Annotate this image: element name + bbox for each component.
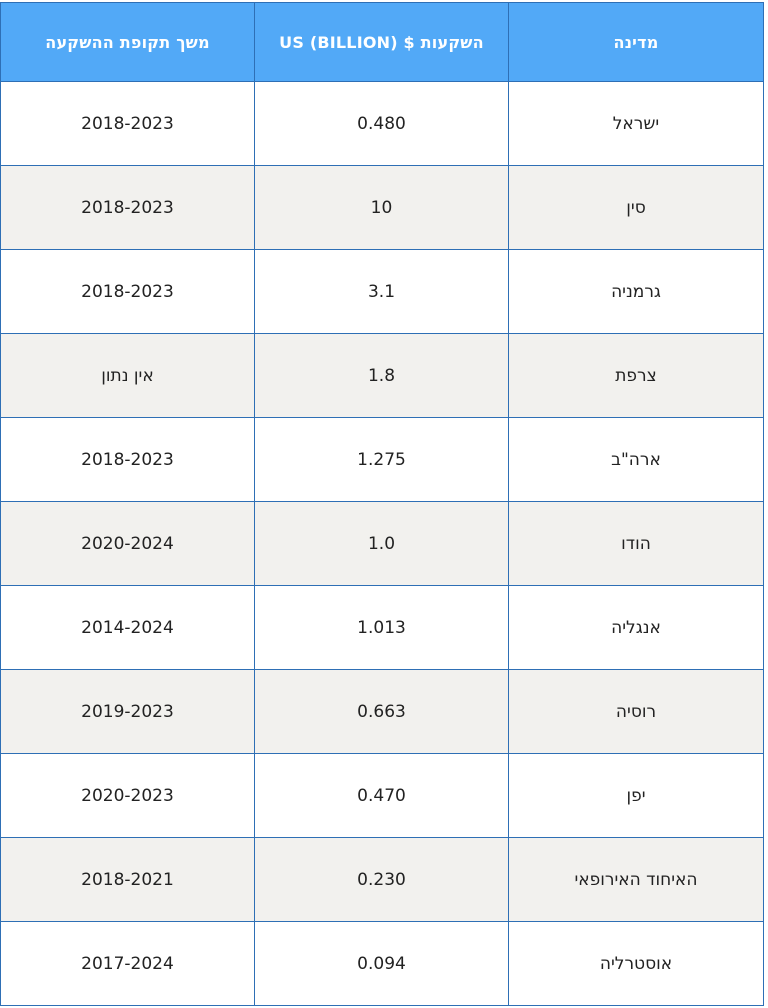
cell-country: ארה"ב — [508, 417, 764, 502]
header-country: מדינה — [508, 2, 764, 82]
cell-period: 2020-2023 — [0, 753, 255, 838]
cell-period: 2019-2023 — [0, 669, 255, 754]
cell-investment: 0.480 — [254, 81, 509, 166]
table-row: 2018-2023 1.275 ארה"ב — [0, 417, 764, 502]
cell-country: האיחוד האירופאי — [508, 837, 764, 922]
cell-country: סין — [508, 165, 764, 250]
cell-investment: 1.275 — [254, 417, 509, 502]
header-investment: השקעות $ US (BILLION) — [254, 2, 509, 82]
cell-period: 2020-2024 — [0, 501, 255, 586]
table-row: 2018-2021 0.230 האיחוד האירופאי — [0, 837, 764, 922]
cell-period: 2018-2023 — [0, 81, 255, 166]
cell-investment: 10 — [254, 165, 509, 250]
cell-investment: 1.8 — [254, 333, 509, 418]
cell-period: 2014-2024 — [0, 585, 255, 670]
cell-country: רוסיה — [508, 669, 764, 754]
table-row: 2014-2024 1.013 אנגליה — [0, 585, 764, 670]
table-row: 2020-2024 1.0 הודו — [0, 501, 764, 586]
cell-investment: 0.663 — [254, 669, 509, 754]
cell-investment: 0.470 — [254, 753, 509, 838]
cell-country: ישראל — [508, 81, 764, 166]
cell-period: 2017-2024 — [0, 921, 255, 1006]
cell-period: 2018-2023 — [0, 165, 255, 250]
cell-country: יפן — [508, 753, 764, 838]
table-row: 2017-2024 0.094 אוסטרליה — [0, 921, 764, 1006]
table-row: אין נתון 1.8 צרפת — [0, 333, 764, 418]
cell-country: אוסטרליה — [508, 921, 764, 1006]
cell-period: 2018-2023 — [0, 249, 255, 334]
cell-investment: 1.0 — [254, 501, 509, 586]
cell-country: גרמניה — [508, 249, 764, 334]
cell-country: אנגליה — [508, 585, 764, 670]
cell-investment: 1.013 — [254, 585, 509, 670]
cell-country: הודו — [508, 501, 764, 586]
table-row: 2018-2023 3.1 גרמניה — [0, 249, 764, 334]
cell-country: צרפת — [508, 333, 764, 418]
cell-period: 2018-2021 — [0, 837, 255, 922]
header-period: משך תקופת ההשקעה — [0, 2, 255, 82]
table-row: 2018-2023 0.480 ישראל — [0, 81, 764, 166]
cell-period: 2018-2023 — [0, 417, 255, 502]
cell-period: אין נתון — [0, 333, 255, 418]
cell-investment: 0.094 — [254, 921, 509, 1006]
table-row: 2018-2023 10 סין — [0, 165, 764, 250]
table-row: 2019-2023 0.663 רוסיה — [0, 669, 764, 754]
table-header-row: משך תקופת ההשקעה השקעות $ US (BILLION) מ… — [0, 2, 764, 82]
table-row: 2020-2023 0.470 יפן — [0, 753, 764, 838]
cell-investment: 3.1 — [254, 249, 509, 334]
cell-investment: 0.230 — [254, 837, 509, 922]
